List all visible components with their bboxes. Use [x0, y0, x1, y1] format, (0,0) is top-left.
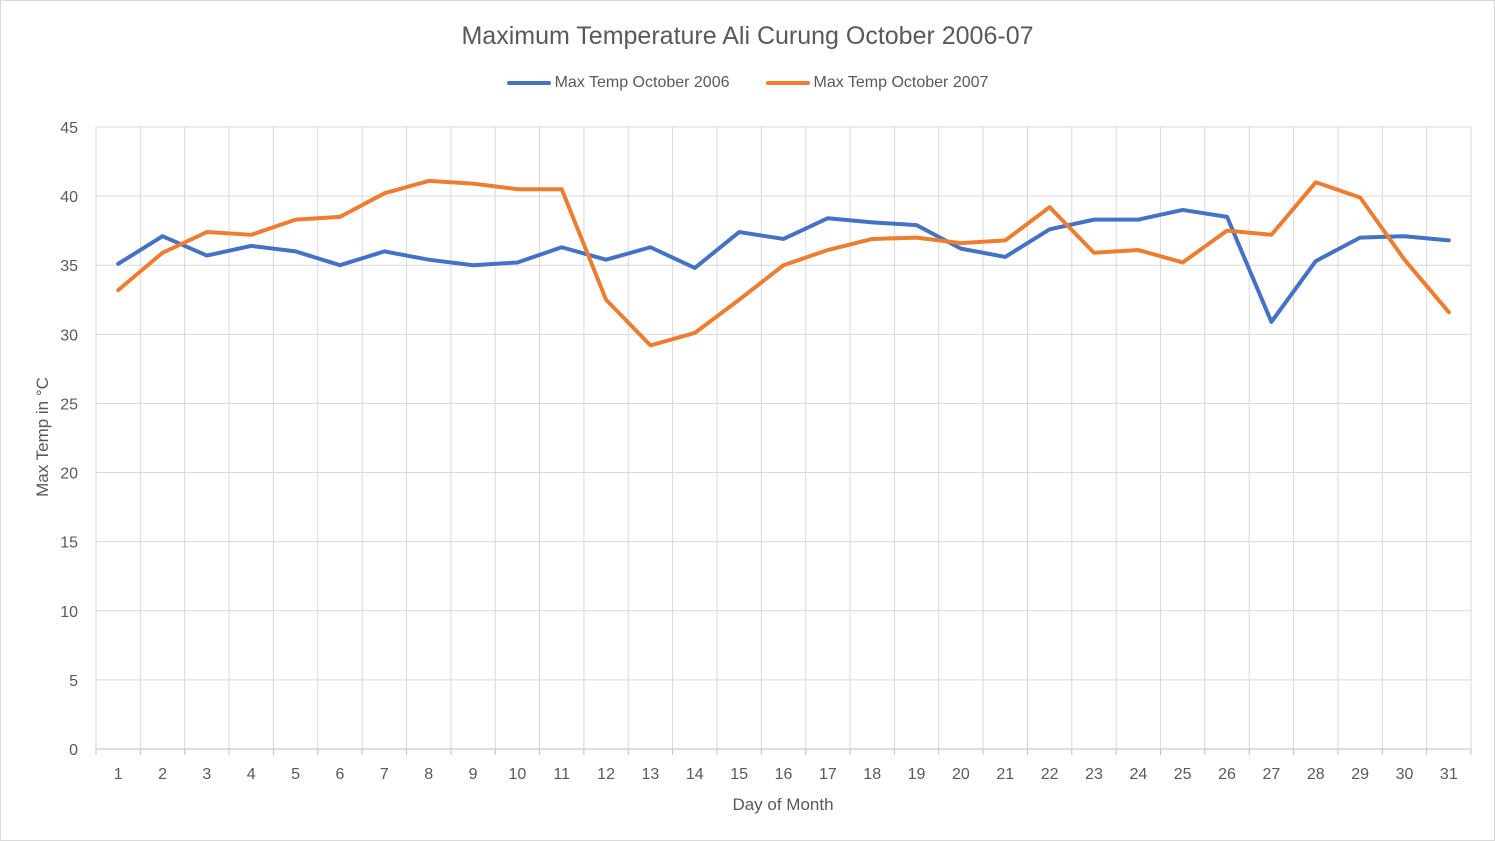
x-tick-label: 28 — [1307, 766, 1325, 783]
y-axis-ticks: 0 5 10 15 20 25 30 35 40 45 — [60, 120, 78, 759]
y-tick-label: 10 — [60, 604, 78, 621]
x-tick-label: 2 — [158, 766, 167, 783]
x-tick-label: 30 — [1396, 766, 1414, 783]
x-tick-label: 22 — [1041, 766, 1059, 783]
x-tick-label: 16 — [775, 766, 793, 783]
series-line-2007 — [116, 178, 1451, 348]
series-lines — [116, 178, 1451, 348]
x-tick-label: 8 — [424, 766, 433, 783]
x-tick-label: 12 — [597, 766, 615, 783]
x-tick-label: 21 — [996, 766, 1014, 783]
series-line-2006 — [116, 207, 1451, 324]
x-tick-label: 31 — [1440, 766, 1458, 783]
legend: Max Temp October 2006 Max Temp October 2… — [0, 74, 1495, 92]
x-tick-label: 9 — [469, 766, 478, 783]
x-axis-label: Day of Month — [732, 795, 833, 814]
x-tick-label: 7 — [380, 766, 389, 783]
y-tick-label: 40 — [60, 189, 78, 206]
x-tick-label: 15 — [730, 766, 748, 783]
x-tick-label: 17 — [819, 766, 837, 783]
x-tick-label: 18 — [863, 766, 881, 783]
legend-swatch-2006 — [506, 81, 551, 85]
y-tick-label: 45 — [60, 120, 78, 137]
y-tick-label: 35 — [60, 258, 78, 275]
x-tick-label: 4 — [247, 766, 256, 783]
x-tick-label: 5 — [291, 766, 300, 783]
y-tick-label: 20 — [60, 466, 78, 483]
x-tick-label: 14 — [686, 766, 704, 783]
y-tick-label: 25 — [60, 396, 78, 413]
legend-swatch-2007 — [765, 81, 810, 85]
y-tick-label: 0 — [69, 742, 78, 759]
x-tick-label: 11 — [553, 766, 570, 783]
y-tick-label: 30 — [60, 327, 78, 344]
legend-item-2007: Max Temp October 2007 — [765, 74, 989, 92]
x-tick-label: 26 — [1218, 766, 1236, 783]
y-tick-label: 15 — [60, 535, 78, 552]
legend-item-2006: Max Temp October 2006 — [506, 74, 730, 92]
x-tick-label: 25 — [1174, 766, 1192, 783]
legend-label-2007: Max Temp October 2007 — [813, 74, 989, 91]
x-tick-label: 6 — [335, 766, 344, 783]
x-tick-label: 24 — [1129, 766, 1147, 783]
x-tick-label: 20 — [952, 766, 970, 783]
y-axis-label: Max Temp in °C — [33, 377, 52, 497]
x-tick-label: 10 — [508, 766, 526, 783]
chart-title: Maximum Temperature Ali Curung October 2… — [461, 22, 1034, 50]
x-tick-label: 13 — [642, 766, 660, 783]
x-tick-label: 27 — [1263, 766, 1281, 783]
x-tick-label: 1 — [114, 766, 123, 783]
x-tick-label: 23 — [1085, 766, 1103, 783]
x-tick-label: 3 — [202, 766, 211, 783]
gridlines — [95, 126, 1472, 755]
x-axis-ticks: 1 2 3 4 5 6 7 8 9 10 11 12 13 14 15 16 17 18 19 20 21 22 23 24 2… — [114, 766, 1458, 783]
x-tick-label: 29 — [1351, 766, 1369, 783]
legend-label-2006: Max Temp October 2006 — [554, 74, 730, 91]
x-tick-label: 19 — [908, 766, 926, 783]
y-tick-label: 5 — [69, 673, 78, 690]
